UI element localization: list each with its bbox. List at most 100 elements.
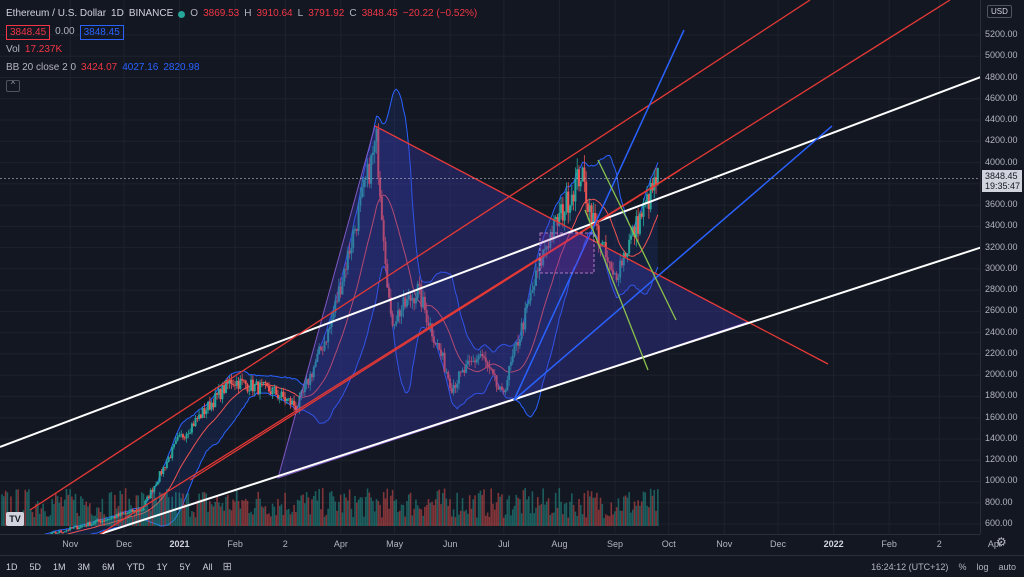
sell-button[interactable]: 3848.45 (6, 24, 51, 40)
volume-bar (223, 510, 225, 526)
bollinger-row[interactable]: BB 20 close 2 0 3424.07 4027.16 2820.98 (6, 59, 477, 77)
candle-body (389, 297, 392, 314)
bollinger-basis: 3424.07 (81, 62, 118, 73)
range-button-5d[interactable]: 5D (29, 561, 42, 572)
range-button-3m[interactable]: 3M (77, 561, 91, 572)
volume-bar (89, 503, 91, 526)
candle-body (58, 530, 61, 534)
volume-bar (273, 506, 276, 526)
volume-bar (261, 506, 263, 526)
candle-body (402, 297, 405, 311)
candle-body (414, 297, 417, 304)
volume-bar (341, 512, 344, 526)
candle-body (189, 432, 192, 434)
range-button-ytd[interactable]: YTD (126, 561, 145, 572)
candle-body (217, 388, 220, 395)
range-button-1y[interactable]: 1Y (156, 561, 168, 572)
candle-body (407, 295, 410, 300)
candle-body (465, 364, 468, 373)
volume-bar (461, 498, 464, 526)
collapse-legend-button[interactable]: ^ (6, 80, 20, 92)
volume-bar (619, 510, 622, 526)
time-axis[interactable]: Nov Dec 2021 Feb 2 Apr May Jun Jul Aug Sep Oct Nov De… (0, 534, 1002, 555)
candle-body (404, 297, 407, 307)
white-channel-lower (99, 246, 980, 534)
range-button-all[interactable]: All (202, 561, 213, 572)
volume-bar (612, 514, 614, 526)
volume-bar (15, 489, 18, 526)
price-axis[interactable]: 5200.00 5000.00 4800.00 4600.00 4400.00 4200.… (980, 0, 1024, 534)
volume-bar (481, 494, 484, 526)
range-button-5y[interactable]: 5Y (179, 561, 191, 572)
candle-body (536, 270, 539, 272)
volume-bar (440, 504, 442, 526)
candle-body (137, 509, 140, 512)
candle-body (257, 381, 260, 394)
goto-date-icon[interactable]: ⊞ (222, 561, 232, 573)
volume-label: Vol (6, 44, 20, 55)
candle-body (427, 322, 430, 326)
candle-body (554, 217, 557, 219)
candle-body (138, 509, 141, 511)
volume-bar (350, 508, 353, 526)
tradingview-logo[interactable]: TV (6, 512, 24, 526)
volume-bar (282, 515, 285, 526)
volume-bar (393, 500, 396, 526)
volume-bar (493, 509, 496, 526)
candle-body (312, 367, 315, 378)
volume-bar (357, 499, 360, 526)
candle-body (413, 298, 416, 304)
candle-body (368, 163, 371, 184)
candle-body (162, 467, 165, 474)
price-plot[interactable] (0, 0, 980, 534)
range-button-1d[interactable]: 1D (6, 561, 18, 572)
range-button-1m[interactable]: 1M (53, 561, 66, 572)
volume-bar (355, 502, 358, 526)
range-button-6m[interactable]: 6M (102, 561, 115, 572)
volume-bar (388, 508, 390, 526)
volume-bar (108, 492, 111, 526)
chart-area[interactable] (0, 0, 980, 534)
clock-time[interactable]: 16:24:12 (UTC+12) (871, 561, 949, 572)
candle-body (169, 457, 172, 459)
volume-bar (47, 516, 50, 526)
volume-bar (253, 507, 256, 526)
volume-bar (565, 502, 568, 526)
volume-bar (130, 505, 132, 526)
candle-body (352, 230, 355, 248)
candle-body (398, 310, 401, 317)
auto-toggle[interactable]: auto (998, 561, 1016, 572)
volume-bar (53, 503, 55, 526)
volume-bar (370, 497, 372, 526)
symbol-name[interactable]: Ethereum / U.S. Dollar (6, 8, 107, 19)
candle-body (151, 489, 154, 492)
volume-bar (445, 498, 448, 526)
candle-body (551, 234, 554, 240)
volume-bar (250, 511, 252, 526)
volume-row[interactable]: Vol 17.237K (6, 41, 477, 59)
candle-body (167, 457, 170, 462)
volume-bar (433, 505, 435, 526)
volume-bar (302, 494, 304, 526)
open-label: O (190, 8, 199, 19)
time-tick: 2021 (169, 539, 190, 549)
percent-toggle[interactable]: % (958, 561, 967, 572)
interval[interactable]: 1D (111, 8, 124, 19)
volume-bar (352, 517, 355, 526)
volume-bar (291, 511, 294, 526)
volume-bar (106, 517, 109, 526)
low-value: 3791.92 (308, 8, 345, 19)
currency-button[interactable]: USD (987, 5, 1012, 18)
candle-body (81, 525, 84, 527)
candle-body (99, 521, 102, 523)
volume-bar (502, 517, 505, 526)
volume-bar (192, 512, 195, 526)
candle-body (185, 433, 188, 439)
buy-button[interactable]: 3848.45 (79, 24, 124, 40)
log-toggle[interactable]: log (976, 561, 989, 572)
candle-body (560, 204, 563, 214)
bottom-right-controls: 16:24:12 (UTC+12) % log auto (871, 562, 1024, 572)
settings-gear-icon[interactable]: ⚙ (996, 535, 1007, 549)
volume-bar (384, 498, 387, 526)
volume-bar (569, 501, 571, 526)
